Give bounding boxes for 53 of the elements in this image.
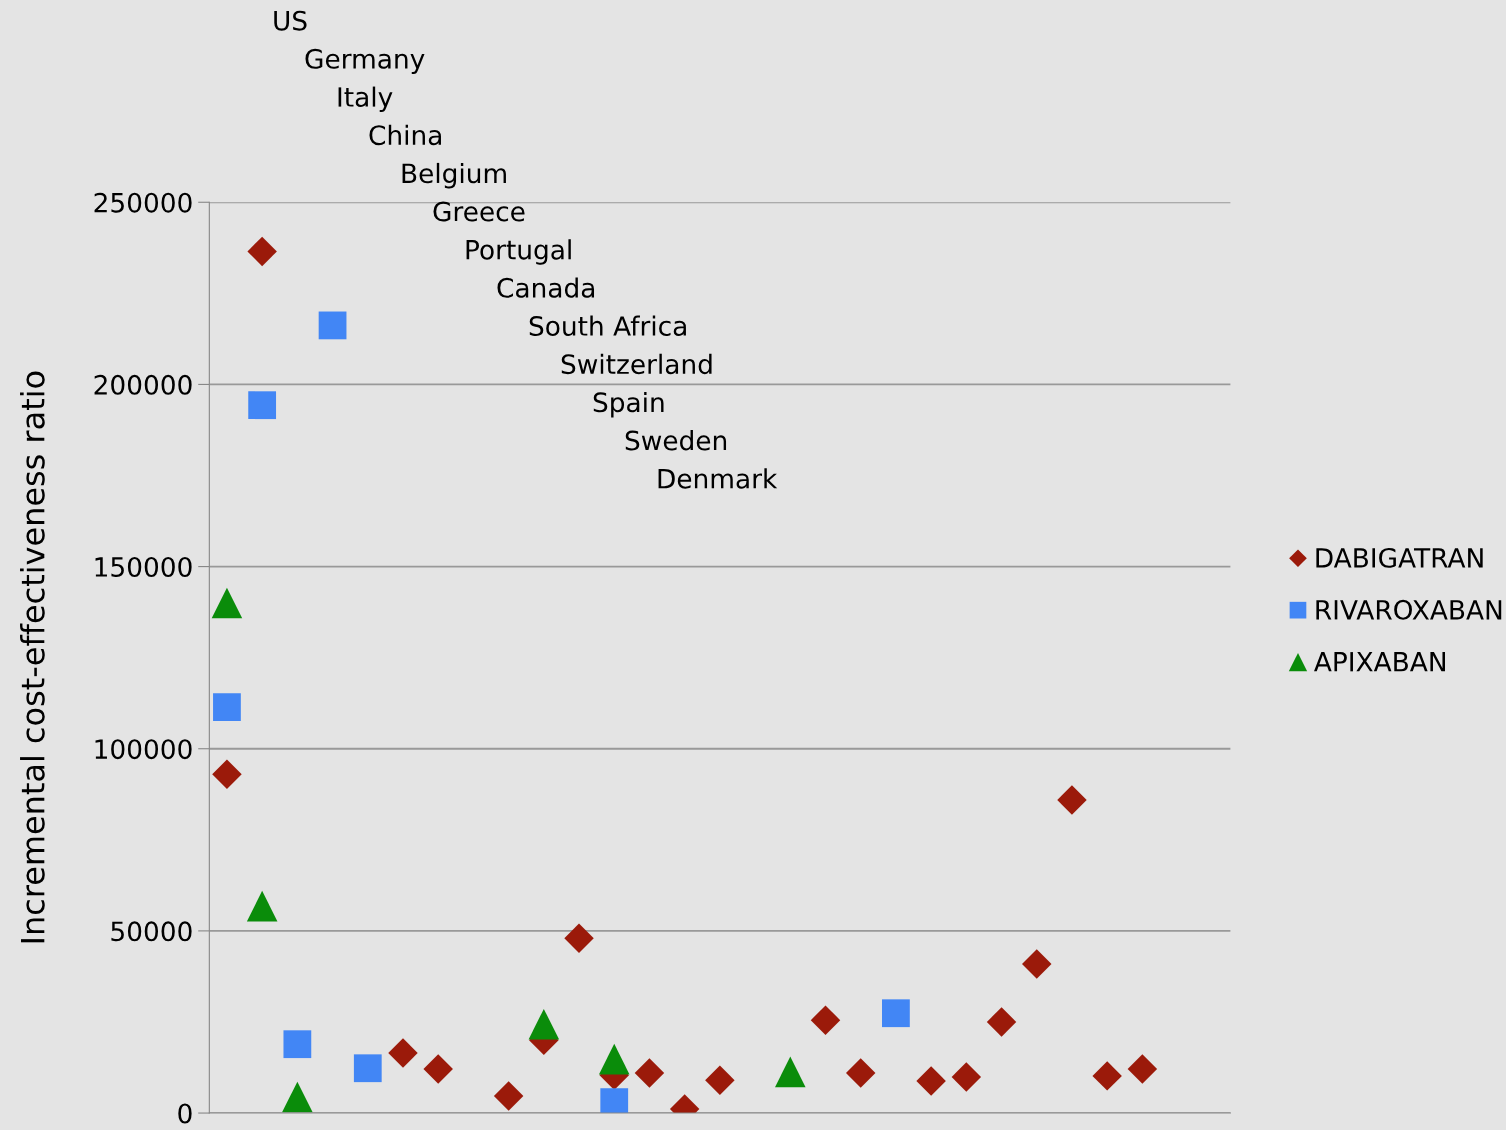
text: China (369, 124, 441, 146)
annotation: South Africa (529, 315, 686, 336)
point (246, 890, 278, 922)
point (493, 1081, 524, 1111)
point (634, 1058, 665, 1088)
y-tick-label: 0 (178, 1103, 192, 1124)
annotation: Canada (497, 277, 595, 298)
y-tick-label: 100000 (95, 739, 192, 760)
text: Italy (338, 86, 393, 113)
legend-label: DABIGATRAN (1316, 547, 1483, 568)
annotation: Spain (593, 391, 664, 418)
point (882, 999, 910, 1028)
point (916, 1066, 946, 1096)
annotation: Sweden (625, 430, 727, 451)
point (528, 1008, 560, 1040)
point (282, 1081, 313, 1113)
point (388, 1038, 418, 1068)
text: US (274, 10, 307, 31)
y-tick-label: 200000 (94, 374, 192, 395)
point (212, 759, 242, 789)
point (951, 1062, 982, 1092)
y-tick-label: 150000 (95, 557, 192, 577)
point (211, 587, 243, 619)
point (986, 1007, 1017, 1037)
text: Belgium (402, 162, 506, 189)
annotation: Switzerland (561, 353, 712, 375)
point (845, 1058, 876, 1088)
legend-label: RIVAROXABAN (1316, 599, 1502, 620)
point (705, 1065, 735, 1095)
point (213, 693, 241, 722)
point (1057, 785, 1087, 815)
legend-label: APIXABAN (1314, 652, 1445, 672)
text: Germany (305, 48, 425, 74)
point (775, 1056, 806, 1088)
point (600, 1088, 629, 1114)
point (318, 311, 347, 340)
y-tick-label: 250000 (94, 192, 192, 213)
point (248, 391, 277, 420)
point (1022, 949, 1052, 979)
point (810, 1005, 841, 1035)
point (423, 1054, 453, 1084)
annotation: Denmark (658, 468, 778, 489)
point (1092, 1061, 1122, 1091)
point (564, 923, 594, 953)
point (247, 236, 277, 267)
y-axis-title: Incremental cost-effectiveness ratio (20, 371, 45, 943)
point (598, 1043, 630, 1075)
point (353, 1054, 382, 1083)
annotation: Portugal (466, 239, 571, 265)
annotation: Greece (433, 201, 525, 222)
point (1127, 1054, 1158, 1084)
point (283, 1030, 312, 1059)
y-tick-label: 50000 (111, 921, 192, 942)
